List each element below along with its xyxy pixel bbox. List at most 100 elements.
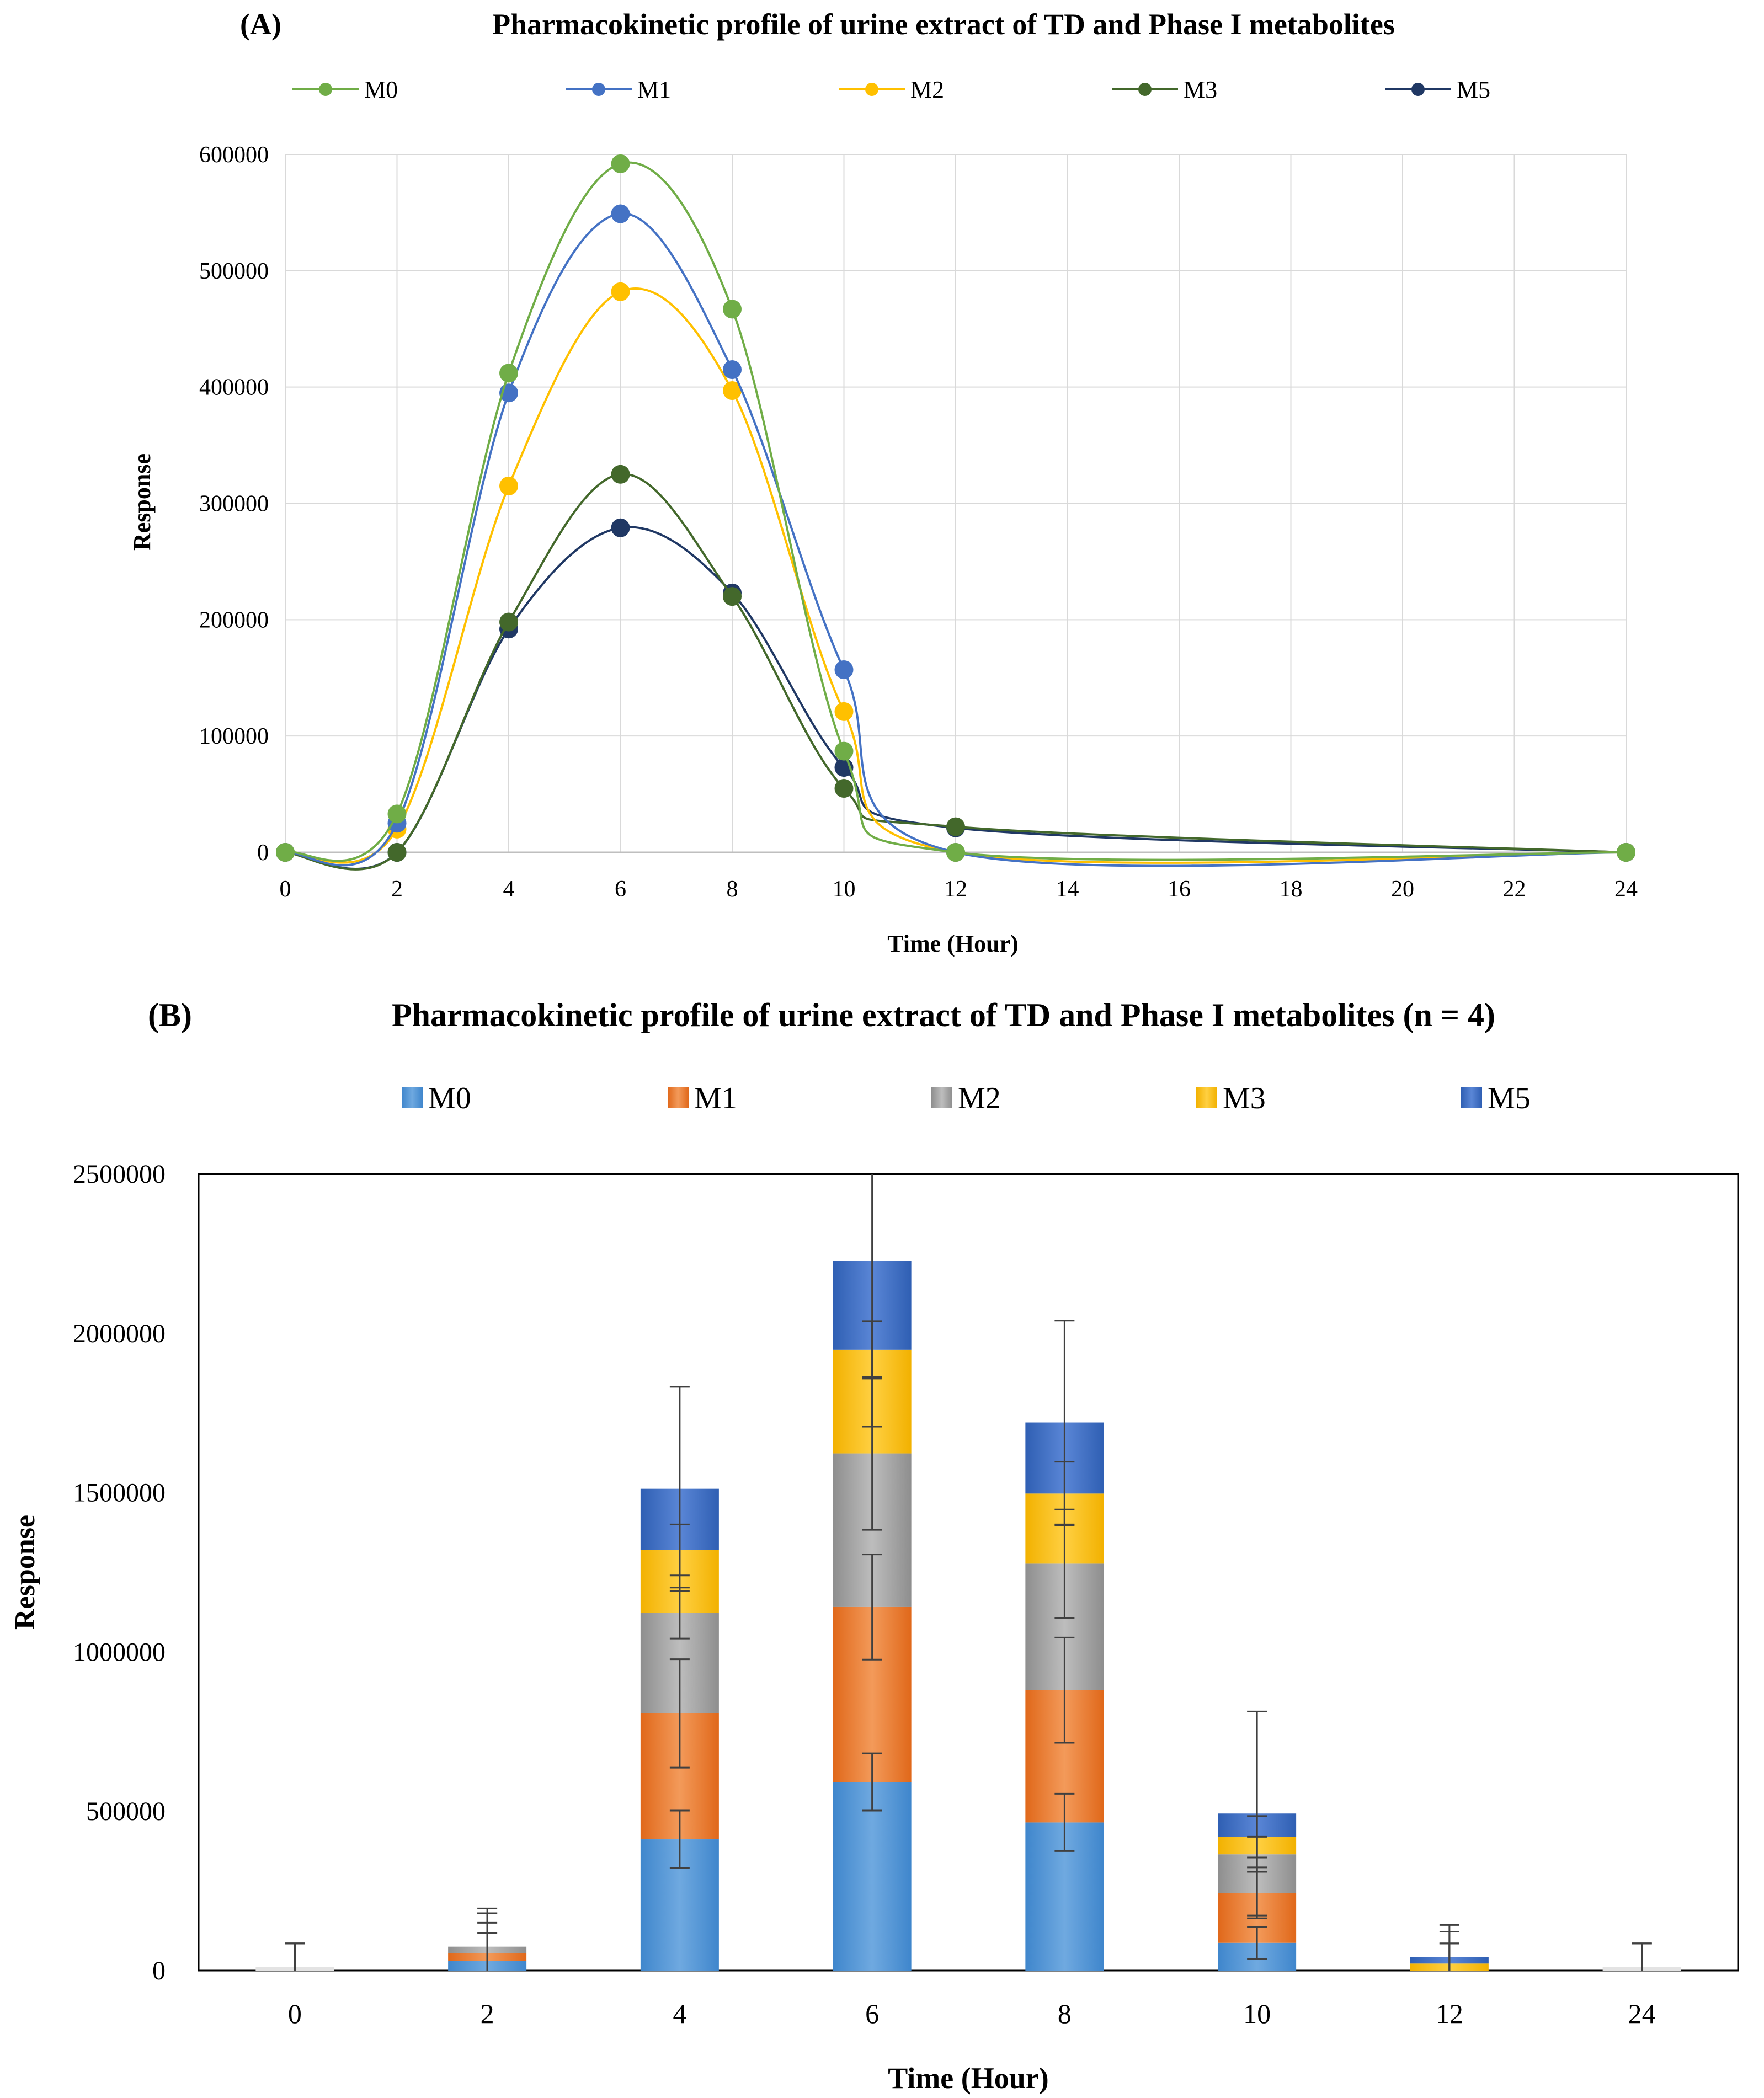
legend-label-m0: M0 bbox=[364, 76, 398, 103]
data-point-m1-t10 bbox=[834, 660, 854, 679]
data-point-m1-t6 bbox=[611, 204, 630, 223]
panel-a-grid bbox=[285, 154, 1627, 853]
legend-label-m1: M1 bbox=[694, 1081, 737, 1115]
x-tick-label-2: 2 bbox=[391, 877, 403, 902]
data-point-m3-t2 bbox=[387, 843, 407, 862]
y-tick-label-2500000: 2500000 bbox=[73, 1160, 166, 1189]
panel-b-title: Pharmacokinetic profile of urine extract… bbox=[392, 997, 1495, 1033]
data-point-m5-t6 bbox=[611, 518, 630, 537]
panel-b-ticks: 0 500000 1000000 1500000 2000000 2500000 0 2 4 6 8… bbox=[73, 1160, 1656, 2029]
x-tick-label-18: 18 bbox=[1280, 877, 1303, 902]
x-tick-label-16: 16 bbox=[1168, 877, 1191, 902]
x-tick-label-24: 24 bbox=[1614, 877, 1638, 902]
legend-marker-m1 bbox=[592, 83, 605, 96]
data-point-m3-t8 bbox=[723, 587, 742, 606]
error-bar-m5-t2 bbox=[477, 1907, 498, 1971]
x-tick-label-14: 14 bbox=[1056, 877, 1079, 902]
error-bar-m5-t0 bbox=[285, 1942, 305, 1971]
data-point-m2-t4 bbox=[499, 476, 518, 495]
error-bar-m0-t8 bbox=[1054, 1792, 1075, 1852]
panel-b: (B) Pharmacokinetic profile of urine ext… bbox=[9, 997, 1739, 2095]
data-point-m3-t4 bbox=[499, 612, 518, 632]
error-bar-m1-t6 bbox=[862, 1554, 882, 1661]
x-tick-label-2: 2 bbox=[481, 1998, 494, 2029]
error-bar-m5-t6 bbox=[862, 1174, 882, 1428]
panel-b-error-bars bbox=[285, 1174, 1652, 1971]
x-tick-label-12: 12 bbox=[1436, 1998, 1463, 2029]
legend-label-m0: M0 bbox=[428, 1081, 471, 1115]
data-point-m3-t12 bbox=[946, 817, 965, 836]
panel-b-y-axis-title: Response bbox=[9, 1515, 41, 1630]
panel-a-y-axis-title: Response bbox=[129, 453, 156, 551]
legend-label-m3: M3 bbox=[1184, 76, 1217, 103]
x-tick-label-22: 22 bbox=[1503, 877, 1526, 902]
panel-a-legend: M0 M1 M2 M3 M5 bbox=[292, 76, 1490, 103]
x-tick-label-10: 10 bbox=[1243, 1998, 1271, 2029]
error-bar-m1-t8 bbox=[1054, 1636, 1075, 1744]
data-point-m2-t6 bbox=[611, 282, 630, 301]
y-tick-label-500000: 500000 bbox=[86, 1797, 166, 1826]
panel-a: (A) Pharmacokinetic profile of urine ext… bbox=[129, 8, 1638, 957]
legend-swatch-m0 bbox=[402, 1087, 423, 1108]
error-bar-m0-t10 bbox=[1247, 1926, 1267, 1960]
data-point-m0-t24 bbox=[1617, 843, 1635, 862]
error-bar-m0-t6 bbox=[862, 1752, 882, 1812]
legend-label-m3: M3 bbox=[1223, 1081, 1266, 1115]
data-point-m0-t10 bbox=[834, 741, 854, 761]
x-tick-label-0: 0 bbox=[288, 1998, 302, 2029]
error-bar-m5-t8 bbox=[1054, 1320, 1075, 1525]
error-bar-m5-t12 bbox=[1439, 1924, 1459, 1971]
error-bar-m0-t4 bbox=[669, 1809, 690, 1869]
y-tick-label-2000000: 2000000 bbox=[73, 1319, 166, 1348]
legend-marker-m3 bbox=[1138, 83, 1152, 96]
data-point-m2-t8 bbox=[723, 381, 742, 400]
data-point-m0-t6 bbox=[611, 154, 630, 173]
legend-marker-m2 bbox=[865, 83, 878, 96]
error-bar-m1-t4 bbox=[669, 1658, 690, 1769]
data-point-m0-t2 bbox=[387, 804, 407, 824]
panel-a-title: Pharmacokinetic profile of urine extract… bbox=[492, 8, 1395, 41]
y-tick-label-0: 0 bbox=[152, 1956, 166, 1985]
x-tick-label-10: 10 bbox=[833, 877, 856, 902]
y-tick-label-1500000: 1500000 bbox=[73, 1478, 166, 1508]
x-tick-label-12: 12 bbox=[944, 877, 967, 902]
series-line-m1 bbox=[285, 212, 1627, 867]
error-bar-m5-t24 bbox=[1632, 1942, 1652, 1971]
panel-b-x-axis-title: Time (Hour) bbox=[888, 2062, 1048, 2095]
error-bar-m5-t10 bbox=[1247, 1710, 1267, 1917]
panel-b-legend: M0 M1 M2 M3 M5 bbox=[402, 1081, 1531, 1115]
legend-marker-m5 bbox=[1411, 83, 1425, 96]
y-tick-label-500000: 500000 bbox=[199, 259, 269, 284]
y-tick-label-300000: 300000 bbox=[199, 492, 269, 517]
panel-b-plot-frame bbox=[198, 1173, 1739, 1972]
legend-label-m5: M5 bbox=[1457, 76, 1490, 103]
legend-swatch-m1 bbox=[668, 1087, 689, 1108]
data-point-m0-t0 bbox=[276, 843, 295, 862]
legend-swatch-m2 bbox=[931, 1087, 952, 1108]
data-point-m3-t6 bbox=[611, 465, 630, 484]
x-tick-label-6: 6 bbox=[615, 877, 626, 902]
y-tick-label-600000: 600000 bbox=[199, 142, 269, 168]
legend-label-m2: M2 bbox=[910, 76, 944, 103]
panel-b-bars bbox=[255, 1261, 1681, 1971]
x-tick-label-0: 0 bbox=[280, 877, 291, 902]
x-tick-label-4: 4 bbox=[673, 1998, 686, 2029]
y-tick-label-0: 0 bbox=[257, 840, 269, 866]
data-point-m3-t10 bbox=[834, 779, 854, 798]
legend-label-m5: M5 bbox=[1488, 1081, 1531, 1115]
legend-swatch-m3 bbox=[1196, 1087, 1217, 1108]
y-tick-label-400000: 400000 bbox=[199, 375, 269, 401]
data-point-m0-t4 bbox=[499, 364, 518, 383]
error-bar-m5-t4 bbox=[669, 1386, 690, 1592]
series-line-m0 bbox=[285, 161, 1627, 862]
panel-a-x-axis-title: Time (Hour) bbox=[887, 930, 1019, 957]
y-tick-label-1000000: 1000000 bbox=[73, 1637, 166, 1667]
panel-a-label: (A) bbox=[240, 8, 281, 41]
panel-b-label: (B) bbox=[148, 997, 192, 1033]
data-point-m0-t8 bbox=[723, 300, 742, 319]
x-tick-label-6: 6 bbox=[865, 1998, 879, 2029]
x-tick-label-8: 8 bbox=[727, 877, 738, 902]
y-tick-label-100000: 100000 bbox=[199, 724, 269, 749]
x-tick-label-8: 8 bbox=[1058, 1998, 1072, 2029]
